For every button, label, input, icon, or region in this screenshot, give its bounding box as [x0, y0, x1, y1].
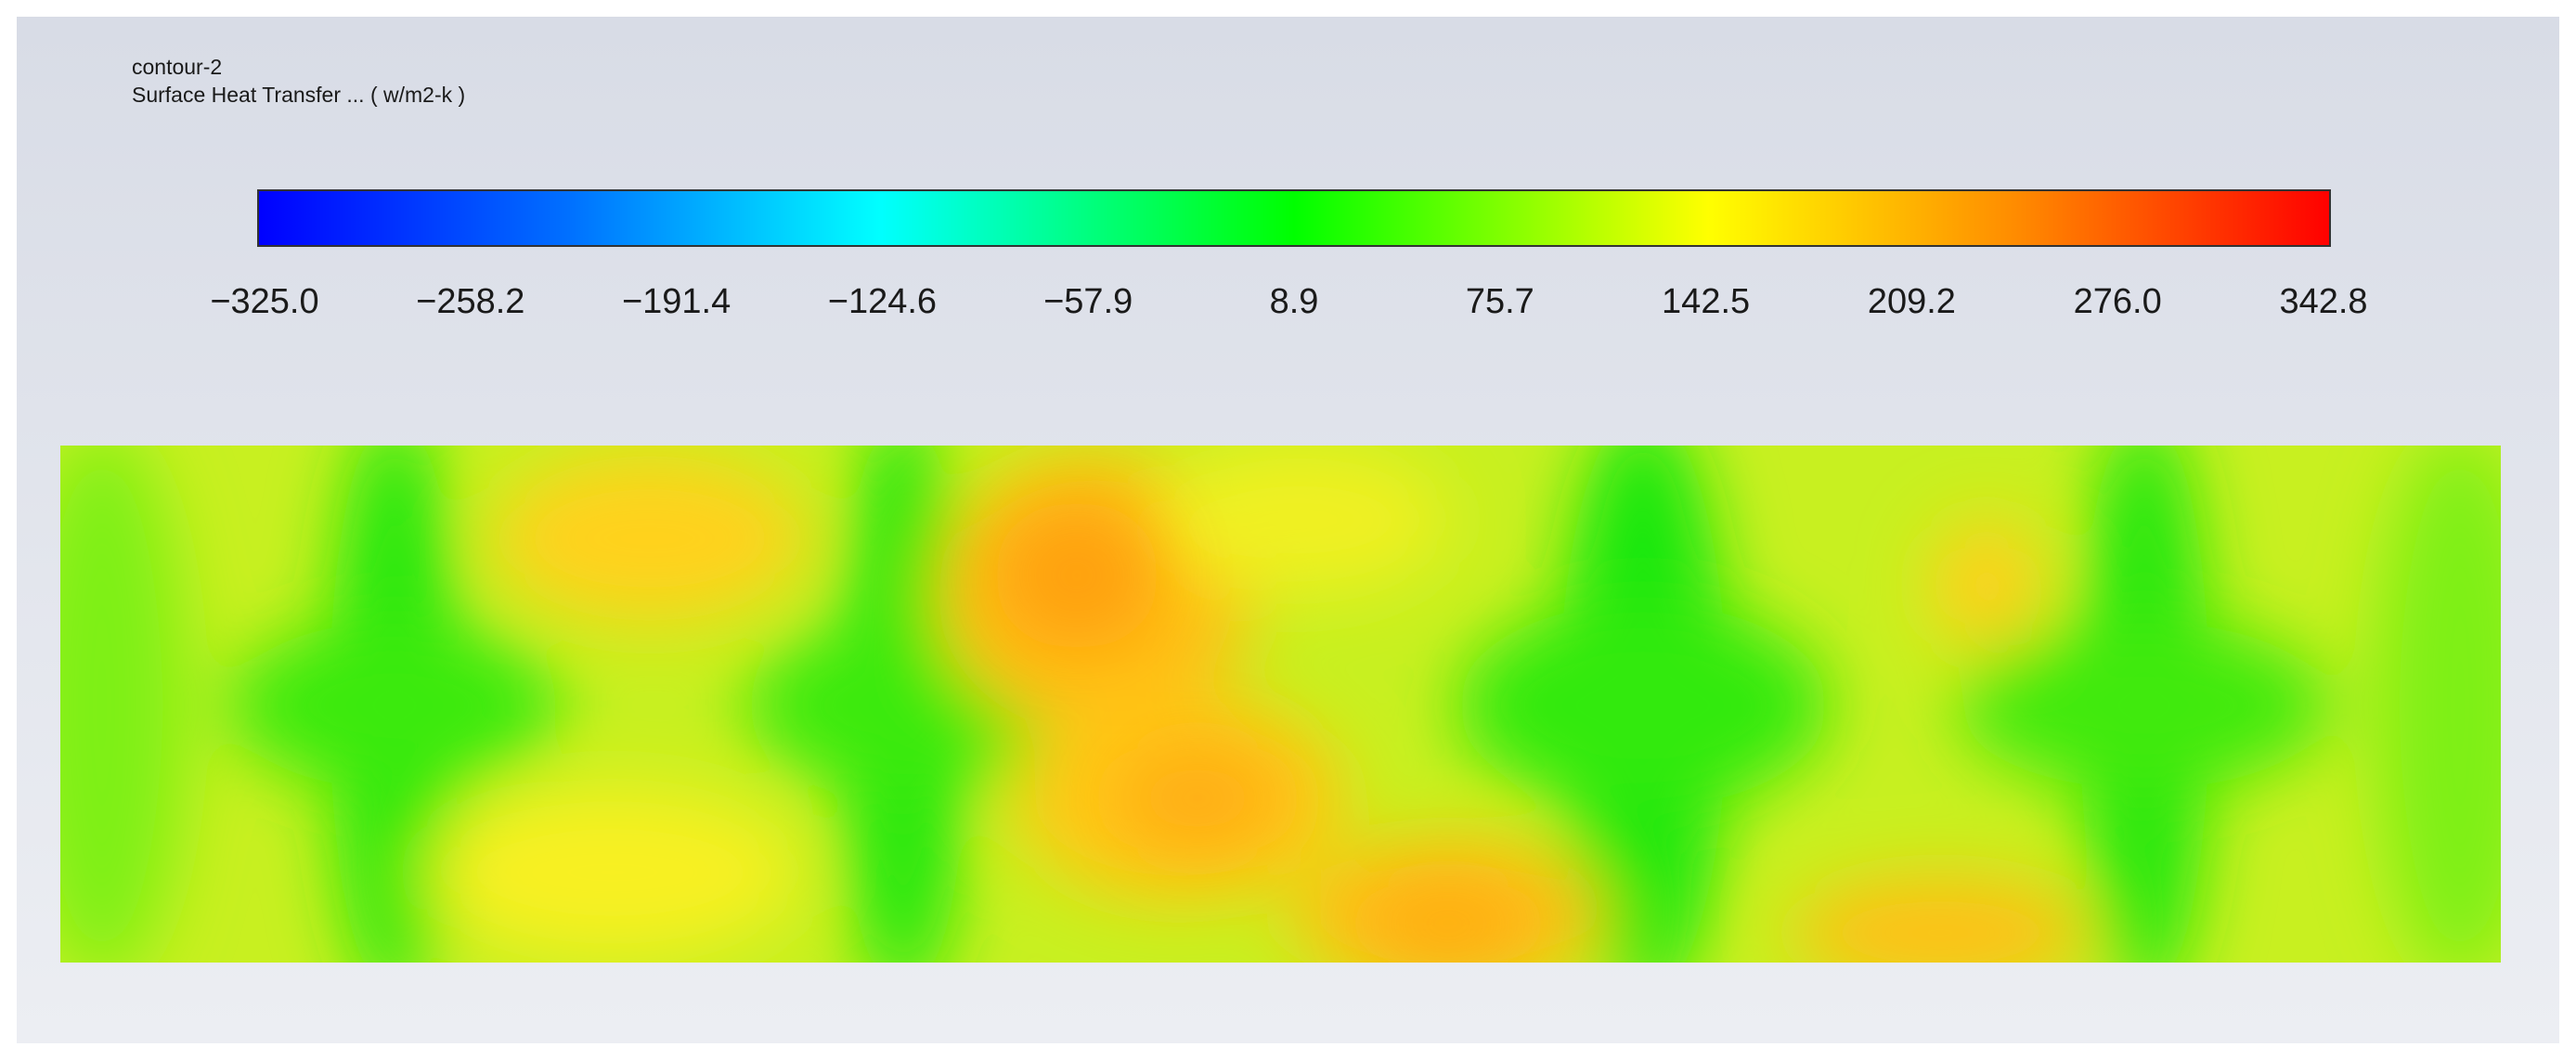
colorbar	[257, 189, 2331, 247]
contour-variable: Surface Heat Transfer ... ( w/m2-k )	[132, 83, 465, 107]
colorbar-label: −124.6	[828, 282, 937, 321]
colorbar-label: 209.2	[1868, 282, 1956, 321]
colorbar-label: 75.7	[1466, 282, 1534, 321]
colorbar-labels: −325.0 −258.2 −191.4 −124.6 −57.9 8.9 75.7 142.…	[210, 282, 2367, 321]
contour-name: contour-2	[132, 55, 222, 79]
colorbar-label: −258.2	[416, 282, 524, 321]
colorbar-label: −191.4	[622, 282, 731, 321]
colorbar-label: 276.0	[2074, 282, 2162, 321]
contour-surface	[60, 446, 2501, 963]
colorbar-label: 142.5	[1662, 282, 1750, 321]
colorbar-label: 342.8	[2279, 282, 2367, 321]
colorbar-label: −325.0	[210, 282, 318, 321]
colorbar-label: 8.9	[1270, 282, 1319, 321]
colorbar-label: −57.9	[1043, 282, 1133, 321]
